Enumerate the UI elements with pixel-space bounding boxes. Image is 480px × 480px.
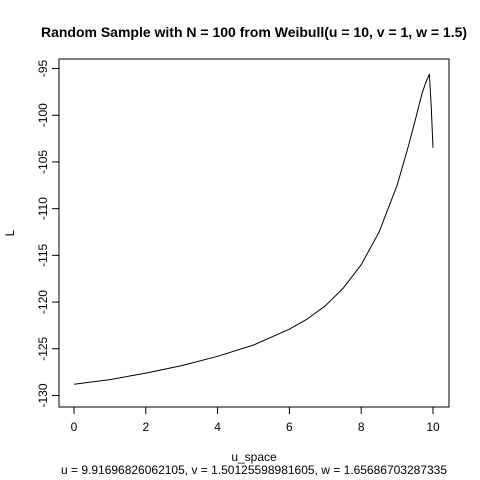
- x-axis-label: u_space: [231, 450, 277, 464]
- y-tick-label: -120: [36, 290, 50, 314]
- y-axis-label: L: [3, 229, 17, 236]
- x-tick-label: 10: [426, 420, 440, 434]
- x-tick-label: 6: [286, 420, 293, 434]
- y-tick-label: -125: [36, 336, 50, 360]
- y-tick-label: -110: [36, 197, 50, 220]
- chart-subtitle: u = 9.91696826062105, v = 1.501255989816…: [61, 463, 447, 477]
- y-tick-label: -105: [36, 150, 50, 174]
- series-line-0: [74, 74, 433, 384]
- x-tick-label: 4: [214, 420, 221, 434]
- x-axis: 0 2 4 6 8 10: [71, 407, 440, 434]
- x-tick-label: 8: [358, 420, 365, 434]
- y-tick-label: -100: [36, 103, 50, 127]
- y-tick-label: -115: [36, 243, 50, 266]
- series-layer: [74, 74, 433, 384]
- chart-title: Random Sample with N = 100 from Weibull(…: [41, 24, 467, 40]
- x-tick-label: 0: [71, 420, 78, 434]
- plot-frame: [59, 59, 449, 407]
- y-tick-label: -95: [36, 60, 50, 78]
- y-tick-label: -130: [36, 383, 50, 407]
- y-axis: -95 -100 -105 -110 -115 -120 -125 -130: [36, 60, 59, 408]
- x-tick-label: 2: [142, 420, 149, 434]
